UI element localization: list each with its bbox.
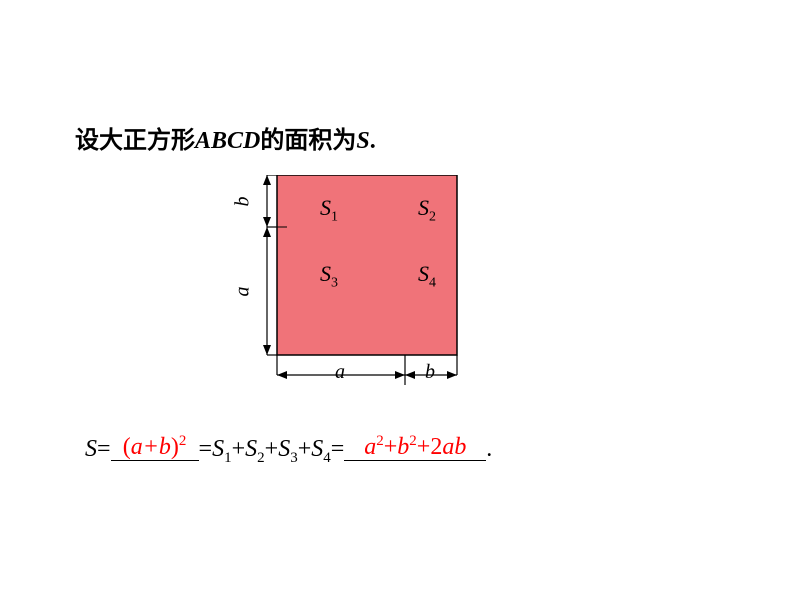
dim-a-v: a	[232, 287, 255, 297]
eq-eq1: =	[97, 436, 111, 462]
arrow-bh-r	[447, 371, 457, 379]
arrow-a-bot	[263, 345, 271, 355]
arrow-a-top	[263, 227, 271, 237]
title-S: S	[356, 128, 369, 154]
square-diagram: S1 S2 S3 S4 b a a b	[225, 175, 535, 405]
title-middle: 的面积为	[260, 128, 356, 154]
blank-2: a2+b2+2ab	[344, 433, 486, 461]
arrow-ah-l	[277, 371, 287, 379]
title-abcd: ABCD	[195, 128, 260, 154]
dim-b-h: b	[425, 361, 435, 384]
label-S1: S1	[320, 195, 338, 225]
eq-S1S: S	[212, 436, 224, 462]
eq-period: .	[486, 436, 492, 462]
arrow-b-top	[263, 175, 271, 185]
dim-a-h: a	[335, 361, 345, 384]
arrow-ah-r	[395, 371, 405, 379]
blank2-content: a2+b2+2ab	[364, 434, 466, 460]
arrow-b-bot	[263, 217, 271, 227]
label-S2: S2	[418, 195, 436, 225]
label-S3: S3	[320, 261, 338, 291]
diagram-svg	[225, 175, 535, 405]
title-line: 设大正方形ABCD的面积为S.	[75, 120, 376, 155]
equation-line: S=(a+b)2=S1+S2+S3+S4=a2+b2+2ab.	[85, 435, 492, 467]
blank-1: (a+b)2	[111, 433, 199, 461]
title-prefix: 设大正方形	[75, 128, 195, 154]
label-S4: S4	[418, 261, 436, 291]
blank1-content: (a+b)2	[123, 434, 187, 460]
title-suffix: .	[370, 128, 376, 154]
dim-b-v: b	[232, 197, 255, 207]
eq-eq2: =	[199, 436, 213, 462]
arrow-bh-l	[405, 371, 415, 379]
eq-S: S	[85, 436, 97, 462]
eq-eq3: =	[331, 436, 345, 462]
